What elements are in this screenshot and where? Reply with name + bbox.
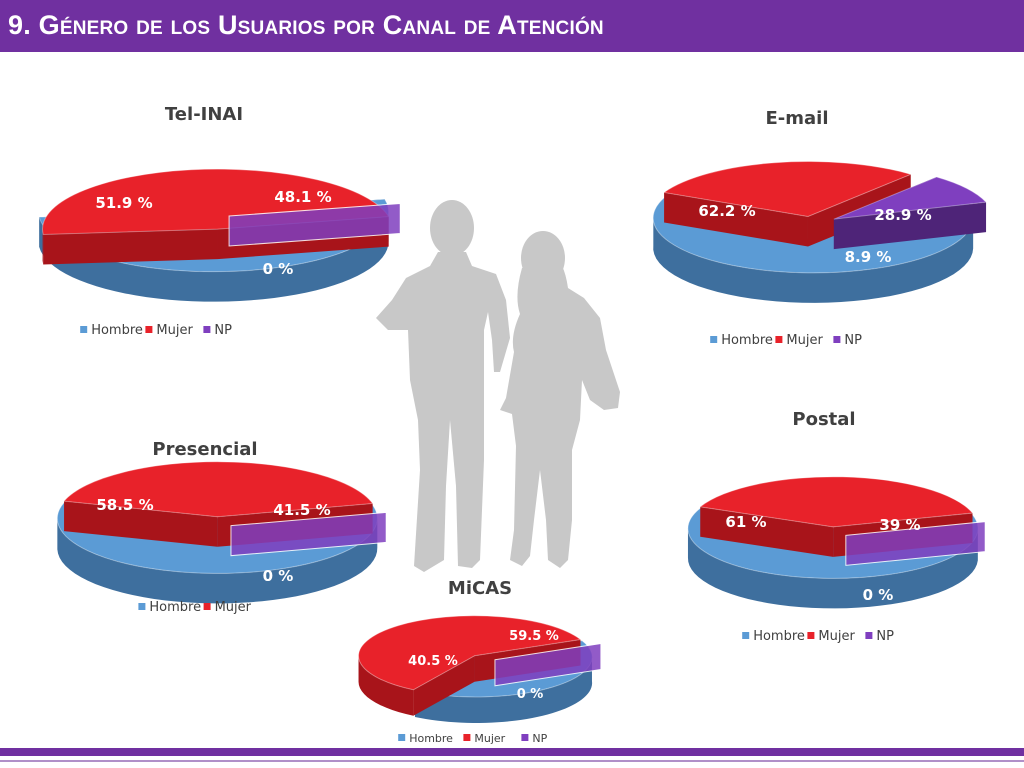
legend-swatch-mujer xyxy=(145,326,153,333)
legend-label-mujer: Mujer xyxy=(215,600,252,615)
legend-swatch-np xyxy=(203,326,211,333)
legend-label-mujer: Mujer xyxy=(786,333,823,348)
data-label-np: 0 % xyxy=(863,586,894,604)
data-label-hombre: 58.5 % xyxy=(96,496,153,514)
bottom-bar xyxy=(0,748,1024,756)
data-label-np: 8.9 % xyxy=(845,248,892,266)
chart-title: Tel-INAI xyxy=(165,104,243,125)
data-label-np: 0 % xyxy=(263,567,294,585)
slice-top xyxy=(63,461,374,518)
pie-chart-3: Presencial 58.5 % 41.5 % 0 % Hombre Mujer xyxy=(56,439,387,615)
slice-np xyxy=(228,202,401,247)
data-label-mujer: 39 % xyxy=(879,516,920,534)
legend-swatch-mujer xyxy=(203,603,211,610)
data-label-hombre: 40.5 % xyxy=(408,654,458,669)
slice-edge xyxy=(57,517,378,604)
slice-side xyxy=(43,229,218,265)
slice-np xyxy=(845,521,986,566)
slice-top xyxy=(662,160,913,217)
chart-title: Postal xyxy=(792,409,855,430)
legend-label-hombre: Hombre xyxy=(409,732,453,745)
legend: Hombre Mujer xyxy=(138,600,252,615)
slice-wall xyxy=(845,521,986,566)
legend-label-hombre: Hombre xyxy=(753,629,805,644)
slice-side xyxy=(700,506,834,557)
slice-edge xyxy=(687,526,978,609)
legend: Hombre Mujer NP xyxy=(710,333,862,348)
pie-chart-2: E-mail 62.2 % 28.9 % 8.9 % Hombre Mujer NP xyxy=(652,108,988,348)
legend: Hombre Mujer NP xyxy=(742,629,894,644)
slice-top xyxy=(699,476,974,528)
legend-label-hombre: Hombre xyxy=(149,600,201,615)
pie-chart-1: Tel-INAI 51.9 % 48.1 % 0 % Hombre Mujer NP xyxy=(38,104,401,338)
bottom-line xyxy=(0,760,1024,762)
legend-swatch-hombre xyxy=(742,632,750,639)
legend-label-mujer: Mujer xyxy=(156,323,193,338)
data-label-mujer: 59.5 % xyxy=(509,629,559,644)
slice-wall xyxy=(228,202,401,247)
chart-title: MiCAS xyxy=(448,578,512,599)
slice-top xyxy=(358,615,582,691)
legend-swatch-np xyxy=(833,336,841,343)
slice-side xyxy=(64,501,218,547)
slice-edge xyxy=(42,226,44,265)
legend-label-np: NP xyxy=(844,333,862,348)
legend-swatch-hombre xyxy=(710,336,718,343)
legend-swatch-mujer xyxy=(807,632,815,639)
legend-swatch-hombre xyxy=(80,326,88,333)
data-label-np: 0 % xyxy=(263,260,294,278)
legend-label-hombre: Hombre xyxy=(91,323,143,338)
pie-chart-4: Postal 61 % 39 % 0 % Hombre Mujer NP xyxy=(687,409,986,644)
legend-label-mujer: Mujer xyxy=(818,629,855,644)
slice-np xyxy=(230,511,387,557)
slice-wall xyxy=(494,642,602,687)
data-label-mujer: 48.1 % xyxy=(274,188,331,206)
legend-swatch-hombre xyxy=(398,734,406,741)
page-title: 9. Género de los Usuarios por Canal de A… xyxy=(8,10,604,40)
data-label-np: 0 % xyxy=(517,687,544,702)
slice-edge xyxy=(39,211,389,302)
slice-side xyxy=(664,192,808,247)
data-label-hombre: 61 % xyxy=(725,513,766,531)
legend: Hombre Mujer NP xyxy=(80,323,232,338)
slice-top xyxy=(833,176,988,220)
legend-swatch-mujer xyxy=(775,336,783,343)
legend-swatch-mujer xyxy=(463,734,471,741)
chart-title: Presencial xyxy=(152,439,257,460)
slice-side xyxy=(413,655,475,716)
legend-label-np: NP xyxy=(532,732,547,745)
legend-label-hombre: Hombre xyxy=(721,333,773,348)
legend-label-np: NP xyxy=(214,323,232,338)
legend-swatch-hombre xyxy=(138,603,146,610)
slice-np xyxy=(833,176,988,250)
data-label-hombre: 51.9 % xyxy=(95,194,152,212)
slice-edge xyxy=(414,655,593,723)
slice-edge xyxy=(358,655,414,716)
data-label-hombre: 62.2 % xyxy=(698,202,755,220)
legend-label-np: NP xyxy=(876,629,894,644)
slice-np xyxy=(494,642,602,687)
legend: Hombre Mujer NP xyxy=(398,732,548,745)
legend-swatch-np xyxy=(521,734,529,741)
data-label-mujer: 41.5 % xyxy=(273,501,330,519)
legend-label-mujer: Mujer xyxy=(474,732,505,745)
slice-side xyxy=(833,202,987,250)
header-bar: 9. Género de los Usuarios por Canal de A… xyxy=(0,0,1024,52)
data-label-mujer: 28.9 % xyxy=(874,206,931,224)
slice-wall xyxy=(230,511,387,557)
chart-title: E-mail xyxy=(765,108,828,129)
legend-swatch-np xyxy=(865,632,873,639)
pie-chart-5: MiCAS 40.5 % 59.5 % 0 % Hombre Mujer NP xyxy=(358,578,602,745)
slice-edge xyxy=(653,215,974,303)
